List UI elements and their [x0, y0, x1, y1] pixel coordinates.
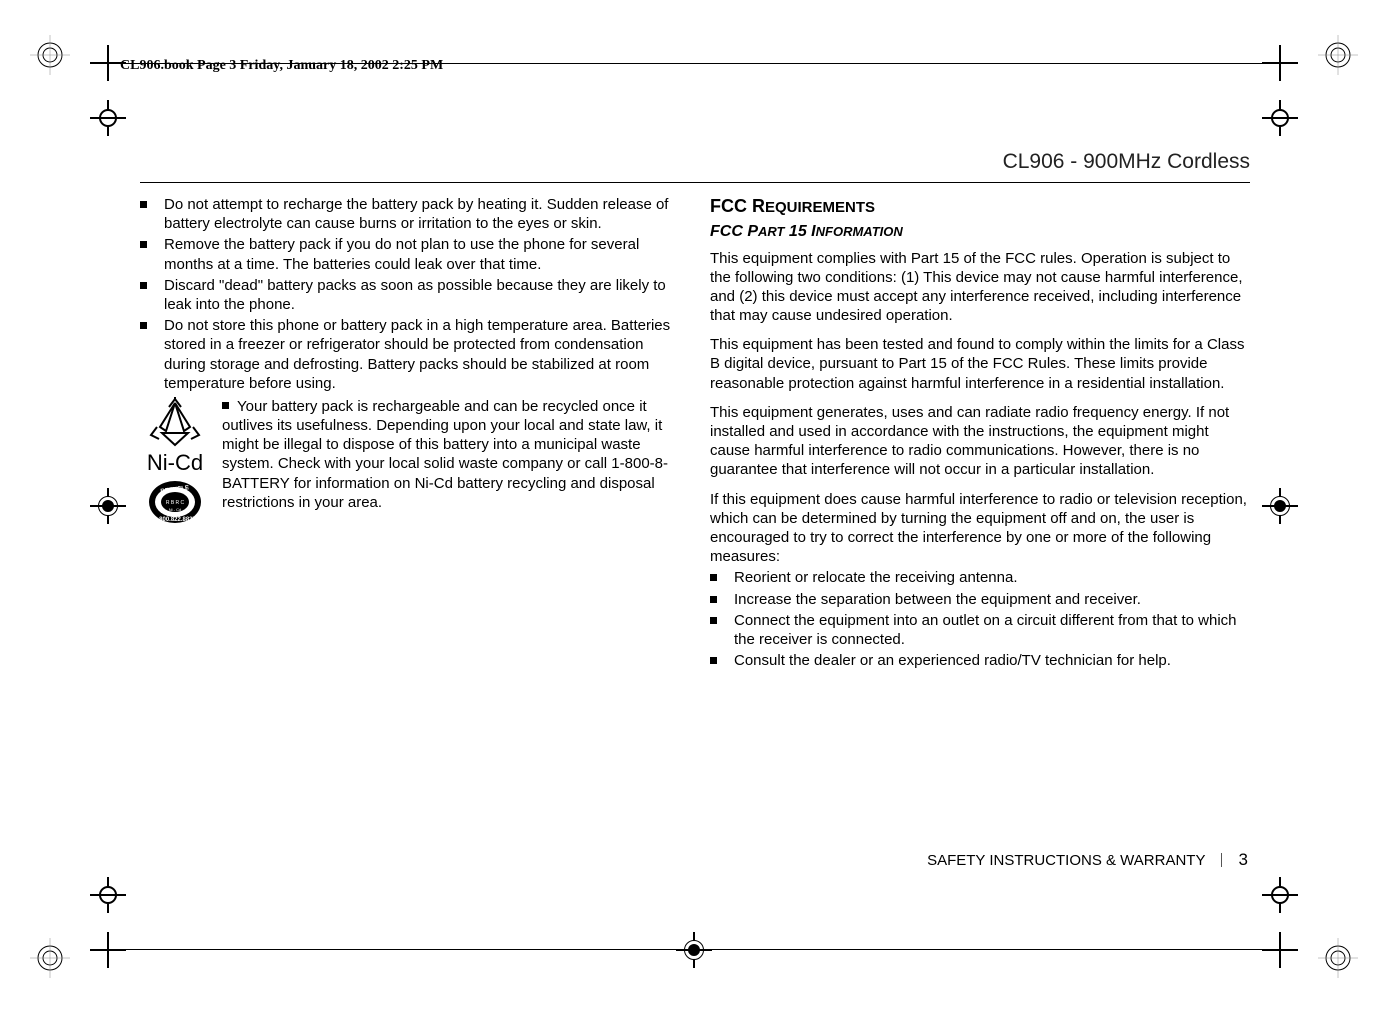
cross-target-filled-icon — [90, 488, 126, 524]
header-rule — [140, 182, 1250, 183]
bullet-text: Connect the equipment into an outlet on … — [734, 612, 1237, 648]
bullet-text: Discard "dead" battery packs as soon as … — [164, 277, 666, 313]
footer-page-number: 3 — [1239, 850, 1248, 869]
cross-mark-icon — [90, 932, 126, 968]
registration-corner-icon — [1318, 35, 1358, 75]
book-page-label: CL906.book Page 3 Friday, January 18, 20… — [120, 58, 443, 74]
svg-text:R B R C: R B R C — [166, 500, 185, 506]
svg-text:1.800.822.8837: 1.800.822.8837 — [154, 517, 196, 523]
cross-target-icon — [90, 100, 126, 136]
fcc-p1: This equipment complies with Part 15 of … — [710, 249, 1250, 326]
header-model: CL906 - 900MHz Cordless — [1003, 150, 1250, 174]
cross-target-icon — [1262, 877, 1298, 913]
bullet-text: Reorient or relocate the receiving anten… — [734, 569, 1018, 586]
recycle-block: Ni-Cd RECYCLE R B R C Ni - Cd 1.800.822.… — [140, 397, 680, 525]
h3-b: ART — [758, 224, 784, 239]
cross-mark-icon — [1262, 932, 1298, 968]
fcc-p2: This equipment has been tested and found… — [710, 335, 1250, 393]
right-column: FCC REQUIREMENTS FCC PART 15 INFORMATION… — [710, 195, 1250, 672]
svg-text:Ni - Cd: Ni - Cd — [169, 507, 181, 512]
fcc-p3: This equipment generates, uses and can r… — [710, 403, 1250, 480]
footer-separator — [1221, 853, 1222, 867]
h3-a: FCC P — [710, 223, 758, 240]
h3-d: NFORMATION — [816, 224, 903, 239]
page-footer: SAFETY INSTRUCTIONS & WARRANTY 3 — [140, 850, 1248, 870]
recycle-icon-column: Ni-Cd RECYCLE R B R C Ni - Cd 1.800.822.… — [140, 397, 210, 525]
cross-target-icon — [90, 877, 126, 913]
cross-mark-icon — [1262, 45, 1298, 81]
list-item: Reorient or relocate the receiving anten… — [710, 568, 1250, 587]
recycle-text: Your battery pack is rechargeable and ca… — [222, 397, 680, 525]
h2-lead: FCC R — [710, 196, 765, 216]
h3-c: 15 I — [784, 223, 815, 240]
footer-section: SAFETY INSTRUCTIONS & WARRANTY — [927, 852, 1205, 869]
fcc-bullet-list: Reorient or relocate the receiving anten… — [710, 568, 1250, 670]
recycle-body: Your battery pack is rechargeable and ca… — [222, 398, 668, 511]
bullet-text: Remove the battery pack if you do not pl… — [164, 236, 639, 272]
bullet-text: Do not attempt to recharge the battery p… — [164, 196, 668, 232]
registration-corner-icon — [1318, 938, 1358, 978]
bullet-text: Consult the dealer or an experienced rad… — [734, 652, 1171, 669]
fcc-subheading: FCC PART 15 INFORMATION — [710, 222, 1250, 242]
nicd-label: Ni-Cd — [147, 449, 203, 477]
list-item: Connect the equipment into an outlet on … — [710, 611, 1250, 649]
recycle-arrows-icon — [147, 397, 203, 447]
cross-target-filled-icon — [676, 932, 712, 968]
bullet-square-icon — [222, 402, 229, 409]
list-item: Increase the separation between the equi… — [710, 590, 1250, 609]
h2-rest: EQUIREMENTS — [765, 199, 875, 216]
list-item: Discard "dead" battery packs as soon as … — [140, 276, 680, 314]
list-item: Remove the battery pack if you do not pl… — [140, 235, 680, 273]
bullet-text: Do not store this phone or battery pack … — [164, 317, 670, 392]
left-column: Do not attempt to recharge the battery p… — [140, 195, 680, 672]
list-item: Consult the dealer or an experienced rad… — [710, 651, 1250, 670]
list-item: Do not store this phone or battery pack … — [140, 316, 680, 393]
fcc-p4: If this equipment does cause harmful int… — [710, 490, 1250, 567]
registration-corner-icon — [30, 938, 70, 978]
battery-bullet-list: Do not attempt to recharge the battery p… — [140, 195, 680, 393]
fcc-heading: FCC REQUIREMENTS — [710, 195, 1250, 218]
cross-target-icon — [1262, 100, 1298, 136]
registration-corner-icon — [30, 35, 70, 75]
cross-target-filled-icon — [1262, 488, 1298, 524]
rbrc-seal-icon: RECYCLE R B R C Ni - Cd 1.800.822.8837 — [147, 479, 203, 525]
bullet-text: Increase the separation between the equi… — [734, 591, 1141, 608]
list-item: Do not attempt to recharge the battery p… — [140, 195, 680, 233]
